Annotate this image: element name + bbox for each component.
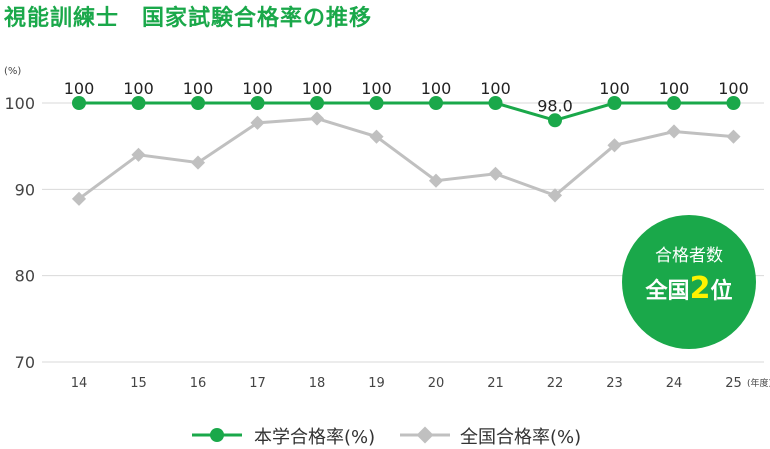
national-point-18: [309, 111, 325, 126]
x-tick-label-14: 14: [71, 376, 88, 391]
school-point-19: [369, 96, 384, 110]
school-data-label-24: 100: [659, 79, 690, 98]
x-tick-label-15: 15: [130, 376, 147, 391]
school-data-label-19: 100: [361, 79, 392, 98]
national-series-line: [78, 117, 734, 201]
x-tick-label-22: 22: [547, 376, 564, 391]
y-unit-label: (%): [4, 66, 21, 77]
x-tick-label-25: 25: [725, 376, 742, 391]
national-point-15: [131, 147, 146, 162]
x-tick-label-19: 19: [368, 376, 385, 391]
national-point-24: [666, 124, 682, 139]
school-point-14: [72, 96, 86, 110]
legend-national-marker: [400, 426, 450, 444]
school-point-24: [667, 96, 681, 110]
y-tick-label-80: 80: [15, 267, 35, 286]
legend-school-marker: [192, 428, 242, 442]
x-tick-label-20: 20: [428, 376, 445, 391]
school-point-17: [250, 96, 265, 110]
school-data-label-20: 100: [421, 79, 452, 98]
badge-top-text: 合格者数: [655, 246, 723, 266]
school-data-label-15: 100: [123, 79, 154, 98]
rank-badge: 合格者数 全国2位: [622, 215, 756, 349]
national-point-21: [488, 166, 503, 181]
school-point-18: [310, 96, 324, 110]
school-data-label-16: 100: [183, 79, 214, 98]
school-point-16: [191, 96, 205, 110]
school-data-label-18: 100: [302, 79, 333, 98]
x-tick-label-16: 16: [190, 376, 207, 391]
badge-rank: 2: [689, 271, 711, 306]
national-point-23: [607, 138, 622, 153]
school-data-label-25: 100: [718, 79, 749, 98]
school-point-21: [488, 96, 503, 110]
legend-national-label: 全国合格率(%): [460, 427, 582, 448]
school-point-15: [131, 96, 146, 110]
x-tick-label-17: 17: [249, 376, 266, 391]
y-tick-label-70: 70: [15, 353, 35, 372]
school-point-22: [548, 113, 562, 128]
chart-title: 視能訓練士 国家試験合格率の推移: [4, 6, 373, 31]
x-tick-label-24: 24: [666, 376, 683, 391]
school-series-line: [79, 101, 734, 122]
school-point-23: [607, 96, 622, 110]
badge-prefix: 全国: [645, 279, 690, 304]
school-data-label-22: 98.0: [537, 96, 573, 115]
national-point-16: [190, 155, 206, 170]
national-point-20: [428, 173, 444, 188]
x-tick-label-21: 21: [487, 376, 504, 391]
school-data-label-17: 100: [242, 79, 273, 98]
y-tick-label-100: 100: [4, 94, 35, 113]
badge-suffix: 位: [710, 279, 733, 304]
school-data-label-21: 100: [480, 79, 511, 98]
x-tick-label-23: 23: [606, 376, 623, 391]
x-tick-label-18: 18: [309, 376, 326, 391]
legend-school-label: 本学合格率(%): [254, 427, 376, 448]
badge-bottom-text: 全国2位: [622, 271, 756, 306]
national-point-19: [369, 129, 384, 144]
school-data-label-14: 100: [64, 79, 95, 98]
school-point-20: [429, 96, 443, 110]
national-point-22: [547, 188, 563, 203]
y-tick-label-90: 90: [15, 180, 35, 199]
school-data-label-23: 100: [599, 79, 630, 98]
national-point-25: [726, 129, 741, 144]
school-point-25: [726, 96, 741, 110]
x-unit-label: (年度): [747, 377, 770, 389]
